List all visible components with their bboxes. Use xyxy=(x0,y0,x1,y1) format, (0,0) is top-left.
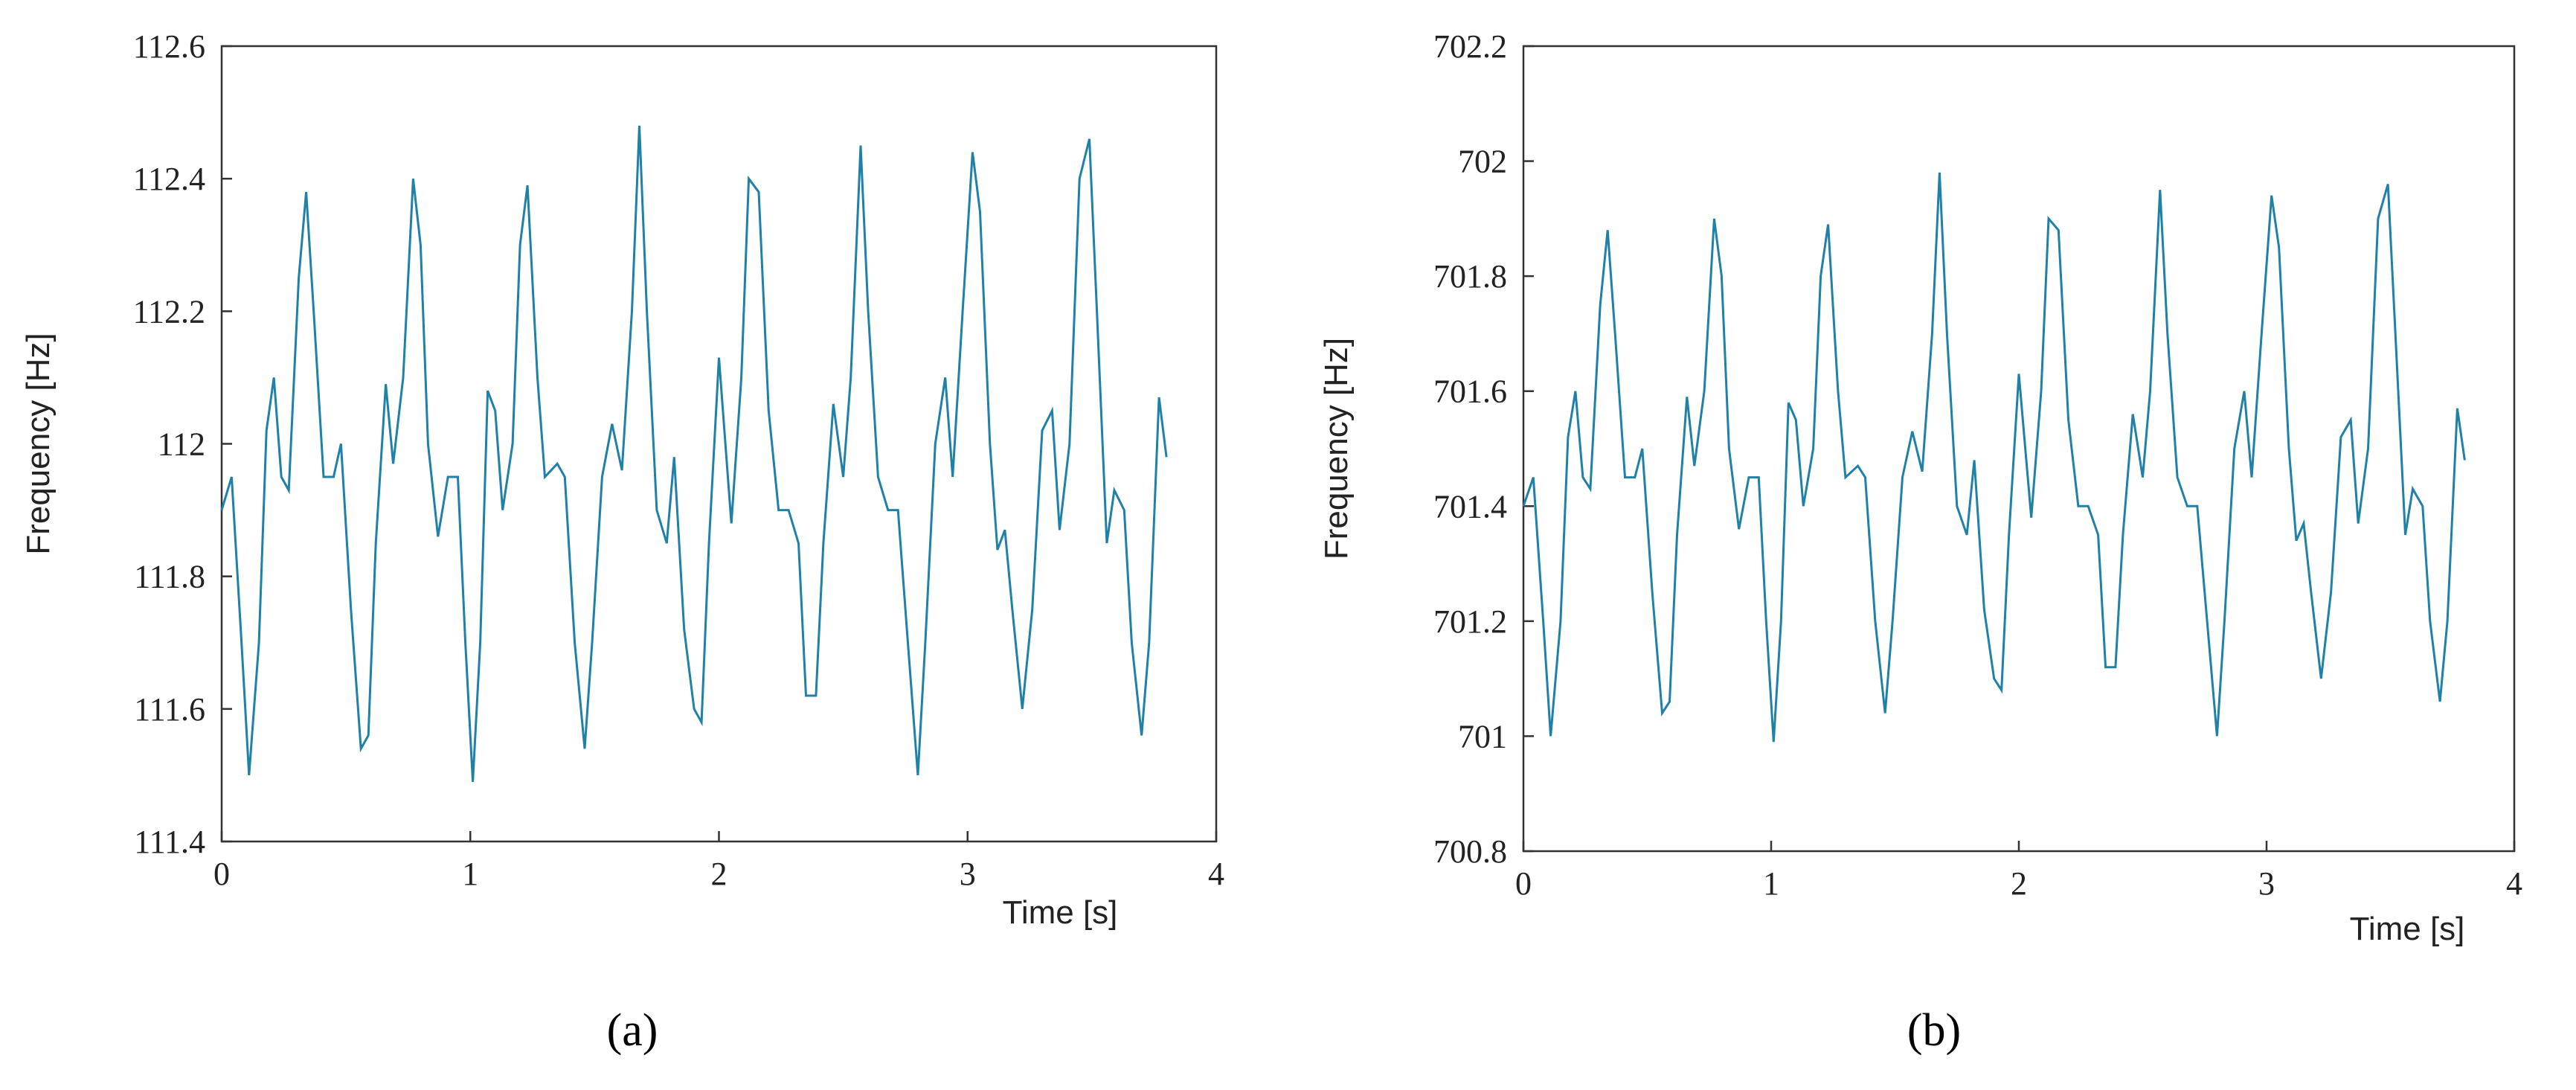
y-tick-label: 111.4 xyxy=(134,824,205,860)
y-tick-label: 112.4 xyxy=(133,161,205,197)
y-tick-label: 112.2 xyxy=(133,293,205,330)
x-axis-label: Time [s] xyxy=(1003,894,1118,931)
x-tick-label: 4 xyxy=(1208,856,1224,892)
y-tick-label: 701.4 xyxy=(1433,488,1507,525)
x-tick-label: 3 xyxy=(2258,865,2275,902)
data-line xyxy=(220,125,1168,782)
y-tick-label: 702.2 xyxy=(1433,28,1507,65)
y-tick-label: 701.6 xyxy=(1433,374,1507,410)
x-axis-label: Time [s] xyxy=(2350,911,2465,947)
y-tick-label: 111.6 xyxy=(134,691,205,728)
y-tick-label: 702 xyxy=(1458,144,1507,180)
x-tick-label: 0 xyxy=(1515,865,1532,902)
x-tick-label: 3 xyxy=(960,856,976,892)
x-tick-label: 1 xyxy=(462,856,478,892)
x-tick-label: 2 xyxy=(711,856,727,892)
plot-frame xyxy=(220,45,1218,843)
x-tick-label: 2 xyxy=(2011,865,2027,902)
panel-caption: (b) xyxy=(1907,1005,1961,1056)
y-axis-label: Frequency [Hz] xyxy=(1318,338,1355,560)
y-tick-label: 701.8 xyxy=(1433,258,1507,295)
x-tick-label: 0 xyxy=(213,856,230,892)
y-tick-label: 700.8 xyxy=(1433,833,1507,870)
y-tick-label: 701.2 xyxy=(1433,603,1507,640)
panel-caption: (a) xyxy=(607,1005,658,1056)
x-tick-label: 4 xyxy=(2506,865,2522,902)
x-tick-label: 1 xyxy=(1763,865,1779,902)
plot-frame xyxy=(1522,45,2516,853)
y-tick-label: 112.6 xyxy=(133,28,205,65)
y-tick-label: 701 xyxy=(1458,718,1507,754)
y-tick-label: 112 xyxy=(158,426,205,463)
y-axis-label: Frequency [Hz] xyxy=(20,333,57,554)
data-line xyxy=(1522,172,2466,743)
y-tick-label: 111.8 xyxy=(134,559,205,595)
